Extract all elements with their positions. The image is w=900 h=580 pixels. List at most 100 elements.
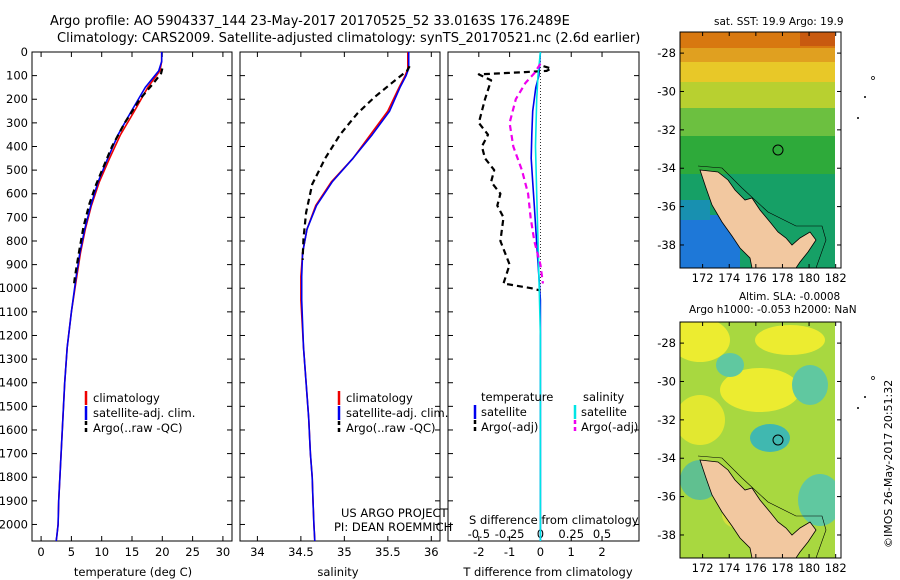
depth-tick-label: 900 (6, 258, 28, 272)
map-xtick-label: 178 (771, 271, 793, 285)
series-line-argo-raw-qc- (301, 65, 411, 260)
depth-tick-label: 300 (6, 116, 28, 130)
legend-satellite-label: satellite-adj. clim. (93, 406, 195, 420)
temperature-xtick-label: 10 (94, 545, 109, 559)
sla-blob (720, 368, 800, 412)
sla-blob (750, 424, 790, 452)
series-line-temperature-argo-adj- (477, 65, 553, 292)
sla-map-frame (679, 321, 842, 559)
map-xtick-label: 182 (825, 561, 847, 575)
depth-tick-label: 1800 (0, 470, 28, 484)
temperature-xtick-label: 25 (185, 545, 200, 559)
legend-climatology-label: climatology (93, 391, 160, 405)
map-ytick-label: -34 (657, 451, 676, 465)
temperature-xtick-label: 5 (68, 545, 75, 559)
difference-xtick-label: -2 (473, 545, 484, 559)
map-ytick-label: -28 (657, 336, 676, 350)
difference-xtick-label: 2 (598, 545, 605, 559)
sst-land-north-island (699, 169, 817, 268)
depth-tick-label: 1000 (0, 281, 28, 295)
depth-tick-label: 600 (6, 187, 28, 201)
map-ytick-label: -30 (657, 374, 676, 388)
island-marker (864, 96, 866, 98)
sla-blob (755, 325, 825, 355)
difference-xlabel: T difference from climatology (462, 565, 633, 579)
map-xtick-label: 180 (798, 561, 820, 575)
depth-tick-label: 1200 (0, 328, 28, 342)
sla-map-title-line2: Argo h1000: -0.053 h2000: NaN (689, 304, 857, 316)
depth-tick-label: 1900 (0, 494, 28, 508)
depth-tick-label: 200 (6, 92, 28, 106)
salinity-xtick-label: 35 (337, 545, 352, 559)
legend-argo-label: Argo(..raw -QC) (346, 421, 436, 435)
depth-tick-label: 800 (6, 234, 28, 248)
map-ytick-label: -38 (657, 528, 676, 542)
depth-tick-label: 1500 (0, 399, 28, 413)
credit-line2: PI: DEAN ROEMMICH (334, 520, 452, 534)
legend-climatology-label: climatology (346, 391, 413, 405)
sla-argo-marker (772, 434, 784, 446)
depth-tick-label: 1100 (0, 305, 28, 319)
temperature-legend: climatology satellite-adj. clim. Argo(..… (84, 391, 195, 435)
sla-bathymetry-contour (697, 455, 827, 558)
salinity-xtick-label: 34 (250, 545, 265, 559)
sla-blob (680, 395, 725, 445)
island-marker (864, 396, 866, 398)
salinity-difference-tick-label: 0.5 (593, 527, 611, 541)
map-xtick-label: 178 (771, 561, 793, 575)
map-ytick-label: -38 (657, 238, 676, 252)
sla-map-title-line1: Altim. SLA: -0.0008 (739, 291, 840, 303)
depth-tick-label: 1700 (0, 447, 28, 461)
temperature-panel-frame (31, 51, 233, 542)
depth-tick-label: 1300 (0, 352, 28, 366)
legend-sal-argo-label: Argo(-adj) (581, 420, 638, 434)
sst-band (680, 136, 841, 176)
legend-temp-argo-label: Argo(-adj) (481, 420, 538, 434)
salinity-xtick-label: 34.5 (288, 545, 314, 559)
difference-panel-frame (447, 51, 640, 542)
figure-title-line2: Climatology: CARS2009. Satellite-adjuste… (57, 31, 640, 46)
sla-map-field (680, 322, 841, 558)
salinity-axes: 34 34.5 35 35.5 36 (240, 51, 440, 559)
sst-map-frame (679, 31, 842, 269)
salinity-lines (300, 52, 411, 541)
temperature-lines (55, 52, 164, 541)
sla-map-axes: 172 174 176 178 180 182 -28 -30 -32 -34 -36 -38 (657, 322, 847, 575)
sst-map: 172 174 176 178 180 182 -28 -30 -32 -34 -36 -38 (657, 31, 847, 285)
map-ytick-label: -36 (657, 200, 676, 214)
imos-watermark: ©IMOS 26-May-2017 20:51:32 (882, 380, 895, 548)
salinity-difference-tick-label: -0.25 (495, 527, 525, 541)
difference-lines (477, 52, 553, 541)
map-xtick-label: 182 (825, 271, 847, 285)
sst-map-field (680, 32, 841, 268)
series-line-climatology (300, 52, 409, 541)
map-ytick-label: -30 (657, 84, 676, 98)
depth-tick-label: 2000 (0, 517, 28, 531)
temperature-xtick-label: 30 (216, 545, 231, 559)
series-line-salinity-argo-adj- (508, 63, 544, 284)
map-ytick-label: -36 (657, 490, 676, 504)
island-marker (857, 117, 859, 119)
salinity-panel-frame (239, 51, 441, 542)
temperature-xtick-label: 15 (125, 545, 140, 559)
figure-title-line1: Argo profile: AO 5904337_144 23-May-2017… (50, 14, 570, 29)
difference-axes: -2 -1 0 1 2-0.5 -0.25 0 0.25 0.5 (448, 51, 639, 559)
salinity-difference-tick-label: 0.25 (558, 527, 584, 541)
depth-tick-label: 700 (6, 210, 28, 224)
sst-band (680, 108, 841, 138)
map-ytick-label: -28 (657, 46, 676, 60)
map-xtick-label: 176 (745, 561, 767, 575)
sla-blob (798, 474, 841, 526)
temperature-axes: 0 5 10 15 20 25 300100200300400500600700800900… (0, 45, 232, 559)
temperature-xtick-label: 0 (37, 545, 44, 559)
island-marker (857, 407, 859, 409)
salinity-difference-axis-label: S difference from climatology (469, 513, 639, 527)
legend-temperature-header: temperature (481, 390, 553, 404)
sst-map-title: sat. SST: 19.9 Argo: 19.9 (714, 16, 844, 28)
sla-blob (680, 322, 730, 362)
legend-salinity-header: salinity (583, 390, 624, 404)
map-xtick-label: 172 (692, 561, 714, 575)
map-ytick-label: -32 (657, 123, 676, 137)
map-ytick-label: -32 (657, 413, 676, 427)
